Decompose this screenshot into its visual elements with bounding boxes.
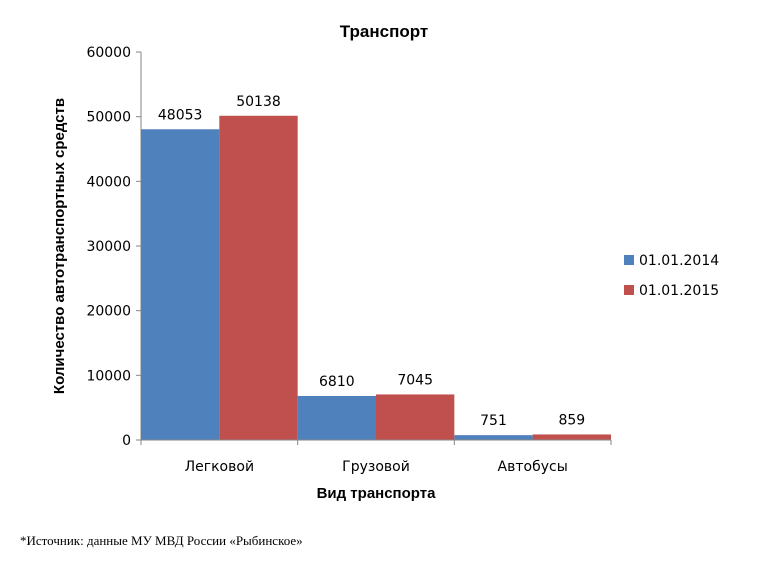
legend-swatch — [624, 255, 634, 265]
legend: 01.01.2014 01.01.2015 — [624, 253, 719, 299]
data-label: 6810 — [319, 374, 355, 390]
legend-swatch — [624, 285, 634, 295]
y-tick-label: 20000 — [86, 304, 131, 320]
chart-title: Транспорт — [340, 22, 428, 41]
y-tick-label: 0 — [122, 433, 131, 449]
x-axis-title: Вид транспорта — [317, 485, 437, 502]
legend-label: 01.01.2015 — [639, 283, 719, 299]
bar-01.01.2014-Легковой — [141, 129, 220, 440]
bar-01.01.2014-Грузовой — [297, 395, 376, 440]
y-tick-label: 60000 — [86, 45, 131, 61]
y-tick-label: 50000 — [86, 110, 131, 126]
source-footnote: *Источник: данные МУ МВД России «Рыбинск… — [20, 533, 303, 548]
legend-label: 01.01.2014 — [639, 253, 719, 269]
plot-area: 0 10000 20000 30000 40000 50000 60000 48053 6810… — [86, 45, 612, 475]
y-tick-label: 40000 — [86, 174, 131, 190]
data-label: 7045 — [397, 372, 433, 388]
bar-01.01.2014-Автобусы — [454, 435, 533, 440]
data-label: 751 — [480, 413, 507, 429]
x-tick-label: Легковой — [185, 459, 254, 475]
data-label: 859 — [558, 412, 585, 428]
y-tick-label: 10000 — [86, 368, 131, 384]
x-tick-label: Грузовой — [342, 459, 410, 475]
x-tick-label: Автобусы — [498, 459, 568, 475]
data-label: 48053 — [158, 107, 203, 123]
data-label: 50138 — [236, 94, 281, 110]
y-axis-title: Количество автотранспортных средств — [51, 98, 68, 394]
y-tick-label: 30000 — [86, 239, 131, 255]
bar-01.01.2015-Автобусы — [532, 434, 611, 440]
bar-01.01.2015-Грузовой — [376, 394, 455, 440]
bar-01.01.2015-Легковой — [219, 115, 298, 441]
